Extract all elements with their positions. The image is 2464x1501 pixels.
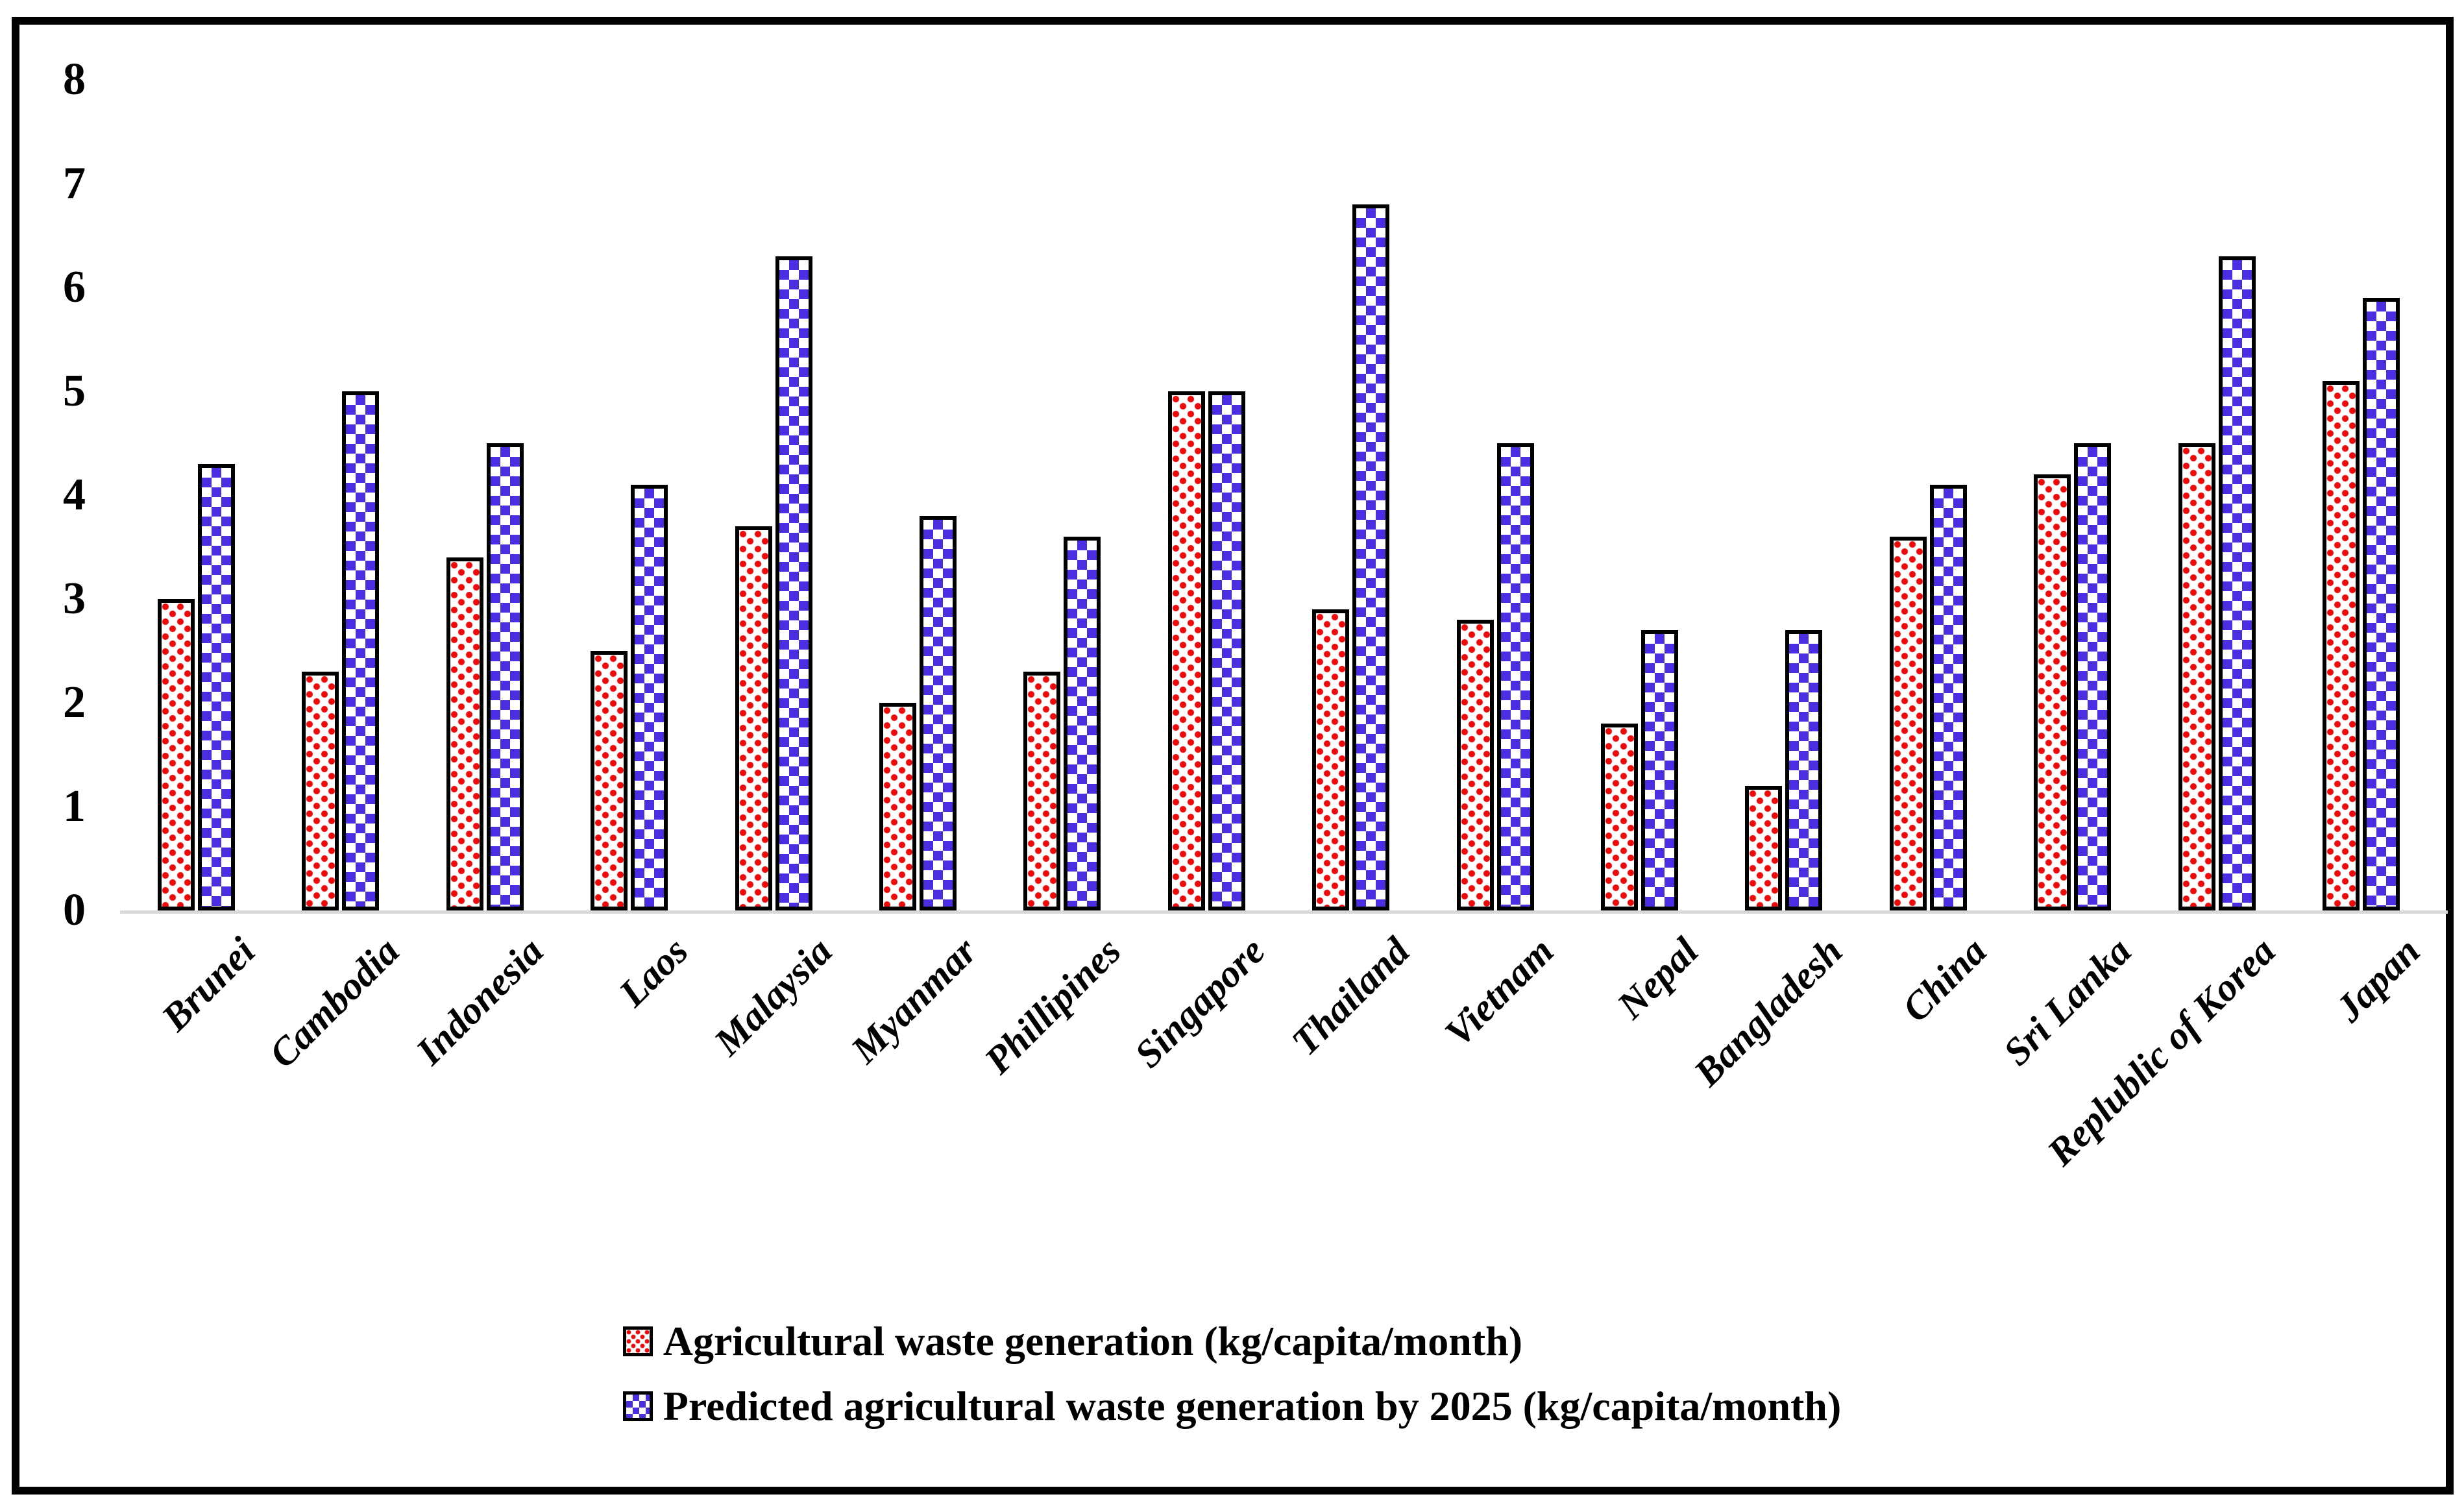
bar-red-dots <box>1168 391 1205 910</box>
bar-red-dots <box>1457 620 1494 910</box>
y-tick-label: 5 <box>63 366 86 416</box>
bar-blue-checker <box>2074 443 2111 910</box>
figure-border <box>12 17 2454 1495</box>
bar-blue-checker <box>2219 256 2256 910</box>
bar-blue-checker <box>1785 630 1822 910</box>
bar-red-dots <box>1601 724 1638 910</box>
bar-red-dots <box>1312 609 1349 910</box>
y-tick-label: 1 <box>63 781 86 831</box>
bar-red-dots <box>302 672 339 910</box>
bar-red-dots <box>2178 443 2215 910</box>
bar-blue-checker <box>1064 537 1101 910</box>
bar-blue-checker <box>1208 391 1245 910</box>
legend-item-predicted: Predicted agricultural waste generation … <box>622 1382 1842 1430</box>
y-tick-label: 7 <box>63 158 86 208</box>
y-tick-label: 8 <box>63 55 86 104</box>
legend-label-predicted: Predicted agricultural waste generation … <box>663 1383 1842 1429</box>
legend-item-actual: Agricultural waste generation (kg/capita… <box>622 1317 1523 1365</box>
legend-label-actual: Agricultural waste generation (kg/capita… <box>663 1318 1523 1364</box>
y-tick-label: 3 <box>63 574 86 624</box>
bar-blue-checker <box>1497 443 1534 910</box>
bar-blue-checker <box>2363 298 2400 910</box>
y-tick-label: 6 <box>63 262 86 312</box>
bar-blue-checker <box>1930 485 1967 910</box>
y-tick-label: 0 <box>63 885 86 935</box>
bar-red-dots <box>879 703 916 910</box>
bar-red-dots <box>735 526 772 910</box>
bar-red-dots <box>2034 474 2071 910</box>
bar-red-dots <box>2323 381 2360 910</box>
x-axis-line <box>120 910 2448 914</box>
bar-red-dots <box>1890 537 1927 910</box>
legend-block: Agricultural waste generation (kg/capita… <box>622 1317 1842 1430</box>
bar-blue-checker <box>198 464 235 910</box>
bar-blue-checker <box>487 443 524 910</box>
y-tick-label: 2 <box>63 677 86 727</box>
bar-red-dots <box>1745 786 1782 910</box>
y-tick-label: 4 <box>63 470 86 520</box>
legend-swatch-red-dots <box>622 1326 653 1356</box>
legend-swatch-blue-checker <box>622 1391 653 1421</box>
bar-red-dots <box>1023 672 1060 910</box>
bar-blue-checker <box>1641 630 1678 910</box>
bar-red-dots <box>158 599 195 910</box>
bar-blue-checker <box>920 516 957 910</box>
bar-blue-checker <box>342 391 379 910</box>
legend: Agricultural waste generation (kg/capita… <box>0 1317 2464 1430</box>
bar-blue-checker <box>775 256 812 910</box>
bar-blue-checker <box>631 485 668 910</box>
bar-red-dots <box>446 557 483 910</box>
bar-red-dots <box>591 651 628 910</box>
bar-blue-checker <box>1352 204 1389 910</box>
